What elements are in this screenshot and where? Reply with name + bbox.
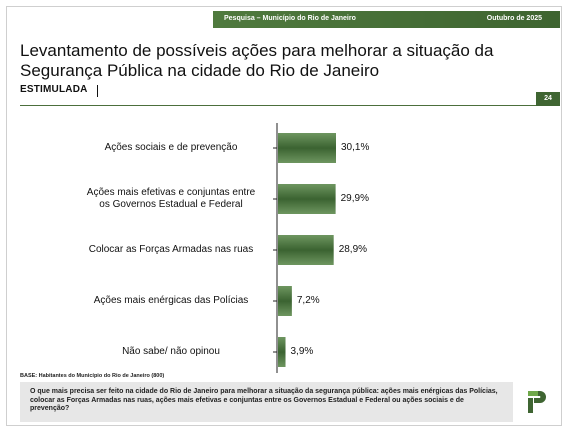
slide: Pesquisa – Município do Rio de Janeiro O… bbox=[6, 6, 562, 426]
header-band: Pesquisa – Município do Rio de Janeiro O… bbox=[213, 11, 560, 28]
category-label: Ações sociais e de prevenção bbox=[73, 142, 269, 154]
category-label: Ações mais efetivas e conjuntas entre os … bbox=[73, 187, 269, 211]
header-date: Outubro de 2025 bbox=[486, 15, 542, 22]
value-label: 29,9% bbox=[340, 193, 369, 204]
bar bbox=[278, 337, 286, 367]
bar bbox=[278, 184, 336, 214]
category-label-line: Ações sociais e de prevenção bbox=[104, 142, 238, 153]
bar bbox=[278, 286, 292, 316]
value-label: 28,9% bbox=[338, 244, 368, 255]
category-label-line: Ações mais efetivas e conjuntas entre bbox=[86, 187, 256, 198]
value-label: 3,9% bbox=[290, 346, 314, 357]
p-logo-icon bbox=[528, 391, 546, 413]
page-number: 24 bbox=[536, 92, 560, 106]
base-note: BASE: Habitantes do Município do Rio de … bbox=[20, 373, 165, 379]
bar bbox=[278, 133, 336, 163]
category-label-line: os Governos Estadual e Federal bbox=[99, 199, 243, 210]
chart-canvas bbox=[273, 123, 336, 373]
slide-subtitle: ESTIMULADA bbox=[20, 84, 88, 95]
question-box: O que mais precisa ser feito na cidade d… bbox=[20, 382, 513, 422]
category-label-line: Ações mais enérgicas das Polícias bbox=[93, 295, 249, 306]
title-rule bbox=[20, 105, 536, 106]
bar-chart: Ações sociais e de prevenção 30,1% Ações m… bbox=[7, 117, 561, 377]
category-label: Não sabe/ não opinou bbox=[73, 346, 269, 358]
category-label: Colocar as Forças Armadas nas ruas bbox=[73, 244, 269, 256]
text-cursor bbox=[97, 85, 98, 97]
slide-title: Levantamento de possíveis ações para mel… bbox=[20, 41, 494, 80]
category-label-line: Não sabe/ não opinou bbox=[122, 346, 220, 357]
category-label-line: Colocar as Forças Armadas nas ruas bbox=[88, 244, 254, 255]
category-label: Ações mais enérgicas das Polícias bbox=[73, 295, 269, 307]
value-label: 7,2% bbox=[296, 295, 320, 306]
header-survey: Pesquisa – Município do Rio de Janeiro bbox=[224, 15, 356, 22]
value-label: 30,1% bbox=[341, 142, 370, 153]
bar bbox=[278, 235, 334, 265]
